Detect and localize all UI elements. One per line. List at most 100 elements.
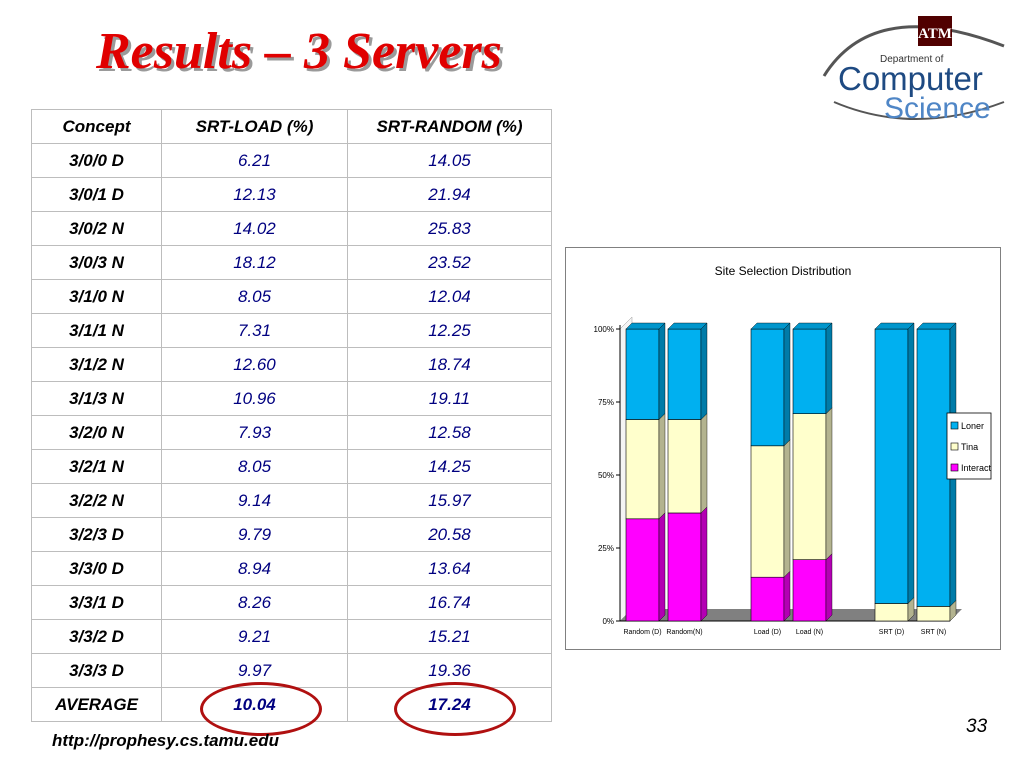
footer-url: http://prophesy.cs.tamu.edu <box>52 731 280 750</box>
cell-srt-load: 6.21 <box>161 143 348 178</box>
bar-loner-5 <box>916 328 951 607</box>
bar-loner-2 <box>750 328 785 447</box>
table-row: 3/1/3 N 10.96 19.11 <box>31 381 552 416</box>
bar-interact-3-side <box>825 553 833 622</box>
x-tick-label: Load (N) <box>796 629 823 636</box>
x-tick-label: SRT (N) <box>921 629 946 636</box>
cell-concept: 3/1/3 N <box>31 381 162 416</box>
cell-concept: 3/2/2 N <box>31 483 162 518</box>
bar-top-5 <box>916 322 957 330</box>
cell-concept: 3/1/0 N <box>31 279 162 314</box>
cell-srt-load: 18.12 <box>161 245 348 280</box>
header-srt-random: SRT-RANDOM (%) <box>347 109 552 144</box>
logo-computer-text: Computer <box>838 60 983 97</box>
cell-concept: 3/2/3 D <box>31 517 162 552</box>
bar-top-0 <box>625 322 666 330</box>
bar-interact-0-side <box>658 512 666 622</box>
cell-srt-load: 8.94 <box>161 551 348 586</box>
bar-tina-4 <box>874 603 909 622</box>
atm-emblem-icon: ATM <box>918 16 952 46</box>
legend-swatch-loner <box>950 421 959 430</box>
slide-title: Results – 3 Servers <box>96 23 502 80</box>
header-srt-load: SRT-LOAD (%) <box>161 109 348 144</box>
x-tick-label: Random(N) <box>666 629 702 636</box>
bar-loner-4 <box>874 328 909 604</box>
cell-concept: 3/3/1 D <box>31 585 162 620</box>
bar-top-1 <box>667 322 708 330</box>
cell-concept: 3/0/1 D <box>31 177 162 212</box>
cell-srt-load: 14.02 <box>161 211 348 246</box>
cell-srt-load: 9.21 <box>161 619 348 654</box>
chart-title: Site Selection Distribution <box>715 264 852 278</box>
cell-concept: 3/1/1 N <box>31 313 162 348</box>
cell-srt-load: 8.05 <box>161 449 348 484</box>
table-row: 3/2/2 N 9.14 15.97 <box>31 483 552 518</box>
y-tick-label: 0% <box>602 617 614 626</box>
cell-srt-load: 8.05 <box>161 279 348 314</box>
bar-tina-1 <box>667 419 702 514</box>
bar-tina-2 <box>750 445 785 578</box>
bar-tina-0 <box>625 419 660 520</box>
bar-loner-3 <box>792 328 827 414</box>
bar-tina-0-side <box>658 413 666 520</box>
legend-swatch-tina <box>950 442 959 451</box>
table-row: 3/0/3 N 18.12 23.52 <box>31 245 552 280</box>
x-tick-label: SRT (D) <box>879 629 904 636</box>
table-row: 3/3/2 D 9.21 15.21 <box>31 619 552 654</box>
department-logo: ATM Department of Computer Science <box>822 16 1005 124</box>
cell-concept: 3/3/3 D <box>31 653 162 688</box>
x-tick-label: Load (D) <box>754 629 781 636</box>
bar-loner-2-side <box>783 322 791 447</box>
bar-loner-0-side <box>658 322 666 421</box>
bar-loner-1-side <box>700 322 708 421</box>
table-row: 3/3/0 D 8.94 13.64 <box>31 551 552 586</box>
bar-tina-3 <box>792 413 827 560</box>
bar-loner-3-side <box>825 322 833 415</box>
bar-tina-1-side <box>700 413 708 514</box>
table-row: 3/1/1 N 7.31 12.25 <box>31 313 552 348</box>
bar-top-3 <box>792 322 833 330</box>
highlight-circle-load <box>200 682 322 736</box>
table-row: 3/2/1 N 8.05 14.25 <box>31 449 552 484</box>
chart-canvas: Site Selection Distribution 0% 25% 50% 75% 10… <box>594 264 992 636</box>
cell-srt-random: 18.74 <box>347 347 552 382</box>
bar-interact-3 <box>792 559 827 622</box>
cell-concept: AVERAGE <box>31 687 162 722</box>
y-tick-label: 25% <box>598 544 614 553</box>
table-row: 3/1/2 N 12.60 18.74 <box>31 347 552 382</box>
cell-concept: 3/1/2 N <box>31 347 162 382</box>
cell-srt-load: 12.60 <box>161 347 348 382</box>
bar-interact-0 <box>625 518 660 622</box>
cell-concept: 3/0/3 N <box>31 245 162 280</box>
bar-loner-4-side <box>907 322 915 604</box>
bar-tina-5 <box>916 606 951 622</box>
cell-srt-random: 12.25 <box>347 313 552 348</box>
legend-label-loner: Loner <box>961 421 984 431</box>
bar-interact-1-side <box>700 506 708 622</box>
x-tick-label: Random (D) <box>623 629 661 636</box>
table-row: 3/0/1 D 12.13 21.94 <box>31 177 552 212</box>
cell-srt-random: 19.11 <box>347 381 552 416</box>
bar-interact-2-side <box>783 570 791 622</box>
legend-label-interact: Interact <box>961 463 992 473</box>
bar-tina-2-side <box>783 439 791 578</box>
cell-srt-random: 25.83 <box>347 211 552 246</box>
highlight-circle-random <box>394 682 516 736</box>
cell-srt-random: 15.97 <box>347 483 552 518</box>
cell-srt-random: 12.04 <box>347 279 552 314</box>
page-number: 33 <box>966 716 988 737</box>
cell-srt-random: 14.25 <box>347 449 552 484</box>
cell-srt-load: 10.96 <box>161 381 348 416</box>
cell-srt-random: 13.64 <box>347 551 552 586</box>
y-tick-label: 50% <box>598 471 614 480</box>
table-header-row: Concept SRT-LOAD (%) SRT-RANDOM (%) <box>31 109 552 144</box>
cell-srt-random: 20.58 <box>347 517 552 552</box>
bar-interact-2 <box>750 576 785 622</box>
site-selection-chart: Site Selection Distribution 0% 25% 50% 75% 10… <box>565 247 1001 650</box>
cell-srt-load: 7.31 <box>161 313 348 348</box>
table-row: 3/2/0 N 7.93 12.58 <box>31 415 552 450</box>
bar-tina-3-side <box>825 407 833 561</box>
logo-swoosh-top <box>822 25 1005 77</box>
table-row: 3/0/2 N 14.02 25.83 <box>31 211 552 246</box>
logo-science-text: Science <box>884 92 991 124</box>
